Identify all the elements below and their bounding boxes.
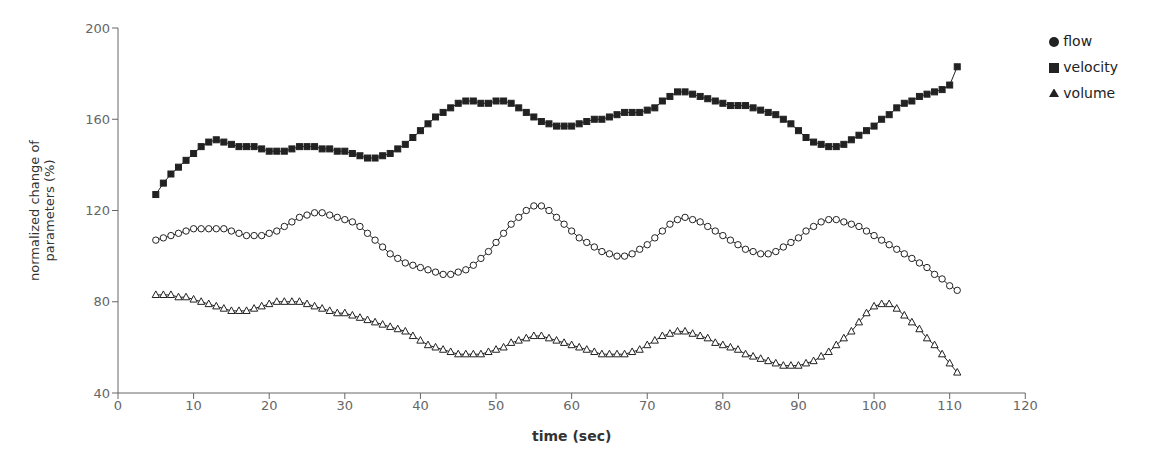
- html-text:flow: flow: [1063, 33, 1093, 49]
- svg-text:200: 200: [85, 21, 110, 36]
- svg-text:120: 120: [1013, 398, 1038, 413]
- svg-text:90: 90: [790, 398, 807, 413]
- svg-text:30: 30: [337, 398, 354, 413]
- svg-text:50: 50: [488, 398, 505, 413]
- html-text:velocity: velocity: [1063, 59, 1118, 75]
- svg-text:110: 110: [937, 398, 962, 413]
- svg-text:0: 0: [114, 398, 122, 413]
- svg-text:80: 80: [93, 294, 110, 309]
- svg-text:20: 20: [261, 398, 278, 413]
- svg-text:40: 40: [93, 386, 110, 401]
- svg-text:100: 100: [862, 398, 887, 413]
- svg-text:40: 40: [412, 398, 429, 413]
- svg-text:160: 160: [85, 112, 110, 127]
- svg-text:80: 80: [715, 398, 732, 413]
- svg-text:time (sec): time (sec): [532, 428, 611, 444]
- svg-text:70: 70: [639, 398, 656, 413]
- svg-text:normalized change ofparameters: normalized change ofparameters (%): [27, 140, 57, 281]
- svg-text:60: 60: [563, 398, 580, 413]
- svg-text:120: 120: [85, 203, 110, 218]
- svg-text:10: 10: [185, 398, 202, 413]
- html-text:volume: volume: [1063, 85, 1116, 101]
